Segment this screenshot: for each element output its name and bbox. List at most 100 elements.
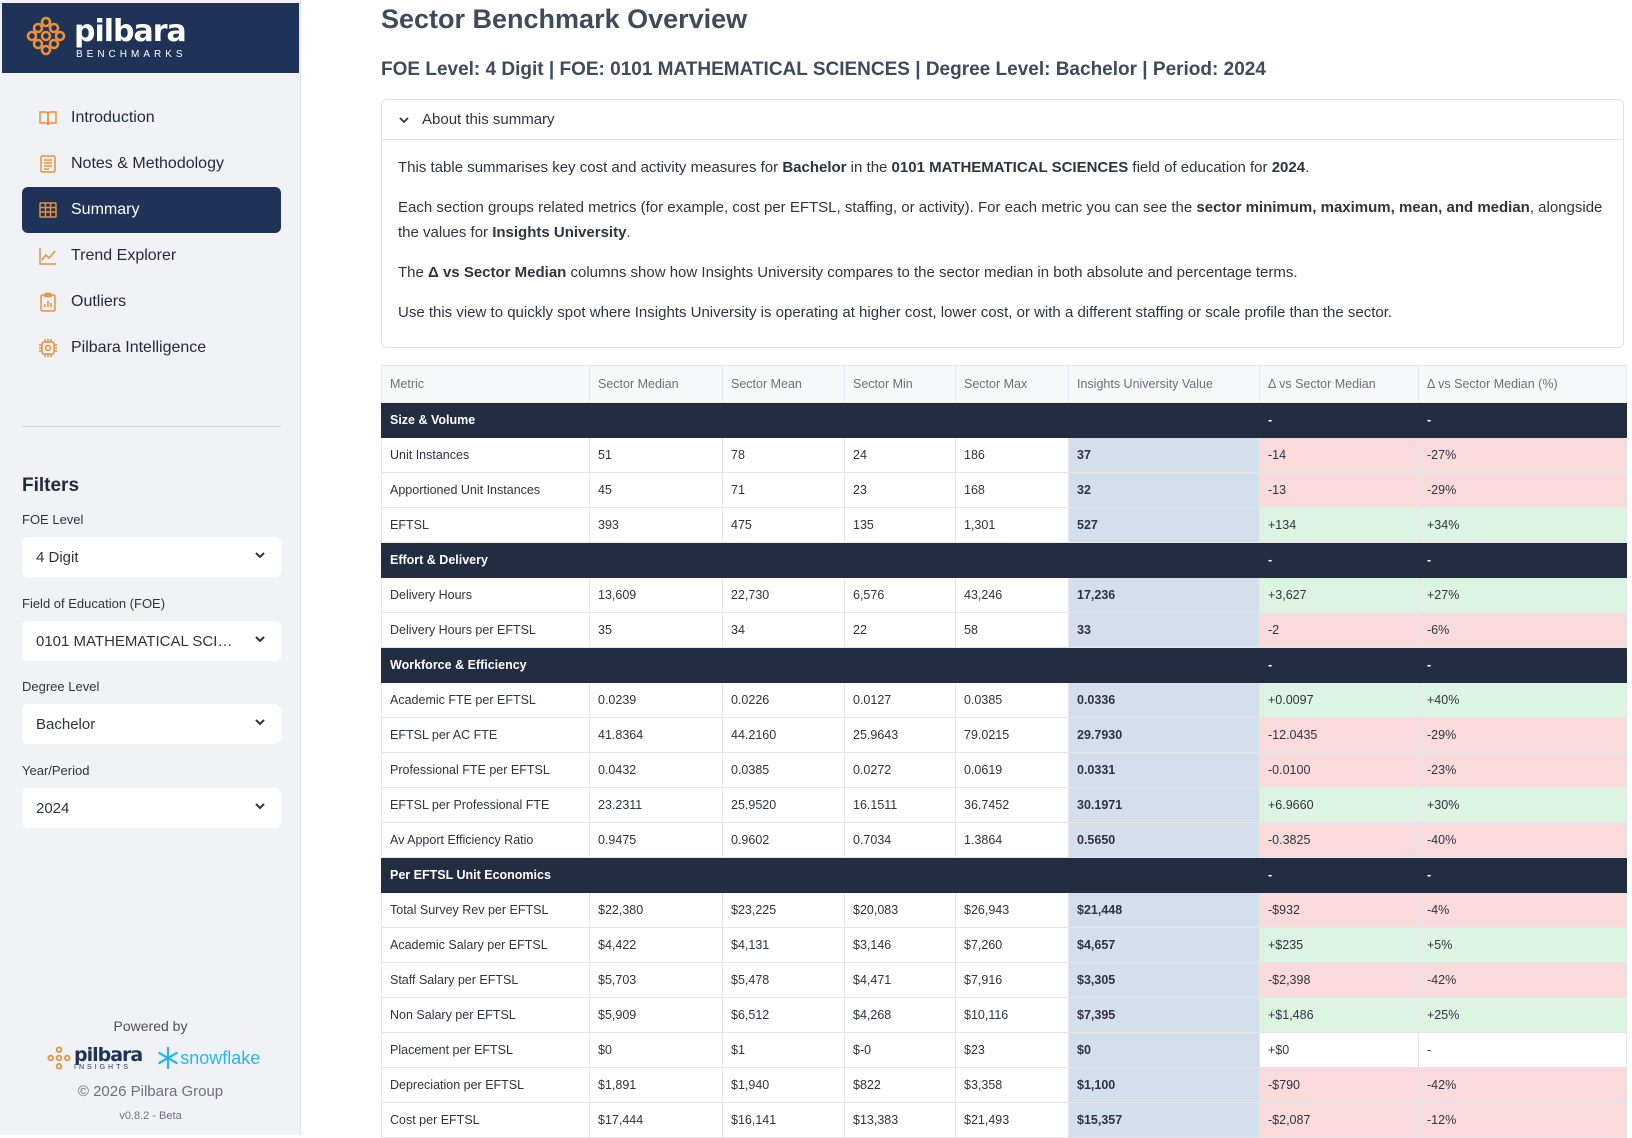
table-cell: $822 bbox=[844, 1067, 956, 1103]
table-cell bbox=[1068, 857, 1260, 893]
table-cell: $4,471 bbox=[844, 962, 956, 998]
section-title: Workforce & Efficiency bbox=[381, 647, 590, 683]
snowflake-icon bbox=[158, 1046, 179, 1070]
table-cell: - bbox=[1259, 402, 1419, 438]
table-cell: 41.8364 bbox=[589, 717, 723, 753]
metric-name: Cost per EFTSL bbox=[381, 1102, 590, 1138]
filter-foe-level: FOE Level 4 Digit bbox=[22, 512, 281, 577]
nav-item-introduction[interactable]: Introduction bbox=[22, 95, 281, 141]
table-cell: $1 bbox=[722, 1032, 845, 1068]
nav-item-summary[interactable]: Summary bbox=[22, 187, 281, 233]
table-cell: 17,236 bbox=[1068, 577, 1260, 613]
table-cell: -40% bbox=[1418, 822, 1627, 858]
table-cell bbox=[844, 857, 956, 893]
table-cell: 37 bbox=[1068, 437, 1260, 473]
benchmark-table: Metric Sector Median Sector Mean Sector … bbox=[381, 365, 1627, 1138]
table-cell: -13 bbox=[1259, 472, 1419, 508]
column-header[interactable]: Sector Mean bbox=[722, 365, 845, 403]
table-cell: 24 bbox=[844, 437, 956, 473]
table-cell bbox=[722, 857, 845, 893]
table-cell: -$2,087 bbox=[1259, 1102, 1419, 1138]
table-cell: $17,444 bbox=[589, 1102, 723, 1138]
table-cell: +$0 bbox=[1259, 1032, 1419, 1068]
metric-name: EFTSL per Professional FTE bbox=[381, 787, 590, 823]
table-cell bbox=[955, 857, 1069, 893]
table-cell: 25.9643 bbox=[844, 717, 956, 753]
table-cell: 0.0331 bbox=[1068, 752, 1260, 788]
benchmark-table-container[interactable]: Metric Sector Median Sector Mean Sector … bbox=[381, 365, 1627, 1138]
table-cell: 1.3864 bbox=[955, 822, 1069, 858]
chevron-down-icon bbox=[253, 799, 267, 817]
table-cell: $7,916 bbox=[955, 962, 1069, 998]
table-cell: -29% bbox=[1418, 472, 1627, 508]
table-cell bbox=[589, 542, 723, 578]
about-expander-header[interactable]: About this summary bbox=[382, 100, 1623, 140]
select-value: 0101 MATHEMATICAL SCIEN... bbox=[36, 632, 236, 650]
line-chart-icon bbox=[38, 246, 58, 266]
degree-level-select[interactable]: Bachelor bbox=[22, 704, 281, 744]
column-header[interactable]: Δ vs Sector Median bbox=[1259, 365, 1419, 403]
select-value: 4 Digit bbox=[36, 548, 79, 566]
table-cell: 0.7034 bbox=[844, 822, 956, 858]
table-cell: 34 bbox=[722, 612, 845, 648]
table-cell: -$932 bbox=[1259, 892, 1419, 928]
brand-subtitle: BENCHMARKS bbox=[76, 48, 187, 60]
table-cell: -23% bbox=[1418, 752, 1627, 788]
table-cell: 36.7452 bbox=[955, 787, 1069, 823]
table-cell: $4,131 bbox=[722, 927, 845, 963]
table-cell: -12.0435 bbox=[1259, 717, 1419, 753]
sidebar-divider bbox=[22, 426, 281, 427]
chevron-down-icon bbox=[253, 632, 267, 650]
table-row: Delivery Hours 13,609 22,730 6,576 43,246 17,… bbox=[381, 577, 1627, 613]
column-header[interactable]: Δ vs Sector Median (%) bbox=[1418, 365, 1627, 403]
table-cell: $4,268 bbox=[844, 997, 956, 1033]
table-cell bbox=[844, 402, 956, 438]
metric-name: EFTSL per AC FTE bbox=[381, 717, 590, 753]
nav-item-notes-methodology[interactable]: Notes & Methodology bbox=[22, 141, 281, 187]
table-cell: -29% bbox=[1418, 717, 1627, 753]
nav-item-pilbara-intelligence[interactable]: Pilbara Intelligence bbox=[22, 325, 281, 371]
table-cell: 0.0619 bbox=[955, 752, 1069, 788]
brand-logo[interactable]: pilbara BENCHMARKS bbox=[2, 3, 299, 73]
table-cell: 22,730 bbox=[722, 577, 845, 613]
table-row: Academic FTE per EFTSL 0.0239 0.0226 0.0127… bbox=[381, 682, 1627, 718]
table-cell: $7,395 bbox=[1068, 997, 1260, 1033]
foe-select[interactable]: 0101 MATHEMATICAL SCIEN... bbox=[22, 621, 281, 661]
table-row: Apportioned Unit Instances 45 71 23 168 32 -13… bbox=[381, 472, 1627, 508]
column-header[interactable]: Metric bbox=[381, 365, 590, 403]
chevron-down-icon bbox=[398, 114, 410, 126]
table-cell bbox=[589, 857, 723, 893]
table-cell: - bbox=[1259, 542, 1419, 578]
foe-level-select[interactable]: 4 Digit bbox=[22, 537, 281, 577]
table-row: Academic Salary per EFTSL $4,422 $4,131 $3,… bbox=[381, 927, 1627, 963]
column-header[interactable]: Sector Median bbox=[589, 365, 723, 403]
nav-item-outliers[interactable]: Outliers bbox=[22, 279, 281, 325]
table-cell: - bbox=[1418, 542, 1627, 578]
pilbara-insights-logo: pilbara INSIGHTS bbox=[46, 1045, 143, 1071]
column-header[interactable]: Insights University Value bbox=[1068, 365, 1260, 403]
table-cell bbox=[1068, 647, 1260, 683]
table-row: EFTSL 393 475 135 1,301 527 +134 +34% bbox=[381, 507, 1627, 543]
column-header[interactable]: Sector Max bbox=[955, 365, 1069, 403]
table-cell bbox=[589, 402, 723, 438]
filter-year: Year/Period 2024 bbox=[22, 763, 281, 828]
sidebar: pilbara BENCHMARKS Introduction Notes & … bbox=[0, 0, 301, 1135]
nav-item-trend-explorer[interactable]: Trend Explorer bbox=[22, 233, 281, 279]
table-cell: -6% bbox=[1418, 612, 1627, 648]
table-cell: $5,478 bbox=[722, 962, 845, 998]
table-cell: 79.0215 bbox=[955, 717, 1069, 753]
nav-label: Pilbara Intelligence bbox=[71, 339, 207, 356]
column-header[interactable]: Sector Min bbox=[844, 365, 956, 403]
pilbara-logo-icon bbox=[24, 14, 68, 63]
table-cell bbox=[1068, 402, 1260, 438]
table-cell: -14 bbox=[1259, 437, 1419, 473]
table-cell: +27% bbox=[1418, 577, 1627, 613]
table-cell: 43,246 bbox=[955, 577, 1069, 613]
table-cell: $1,100 bbox=[1068, 1067, 1260, 1103]
table-cell: - bbox=[1259, 857, 1419, 893]
table-cell: 0.0226 bbox=[722, 682, 845, 718]
table-row: Delivery Hours per EFTSL 35 34 22 58 33 -2 -6% bbox=[381, 612, 1627, 648]
table-cell: - bbox=[1418, 647, 1627, 683]
table-cell: $1,940 bbox=[722, 1067, 845, 1103]
year-select[interactable]: 2024 bbox=[22, 788, 281, 828]
